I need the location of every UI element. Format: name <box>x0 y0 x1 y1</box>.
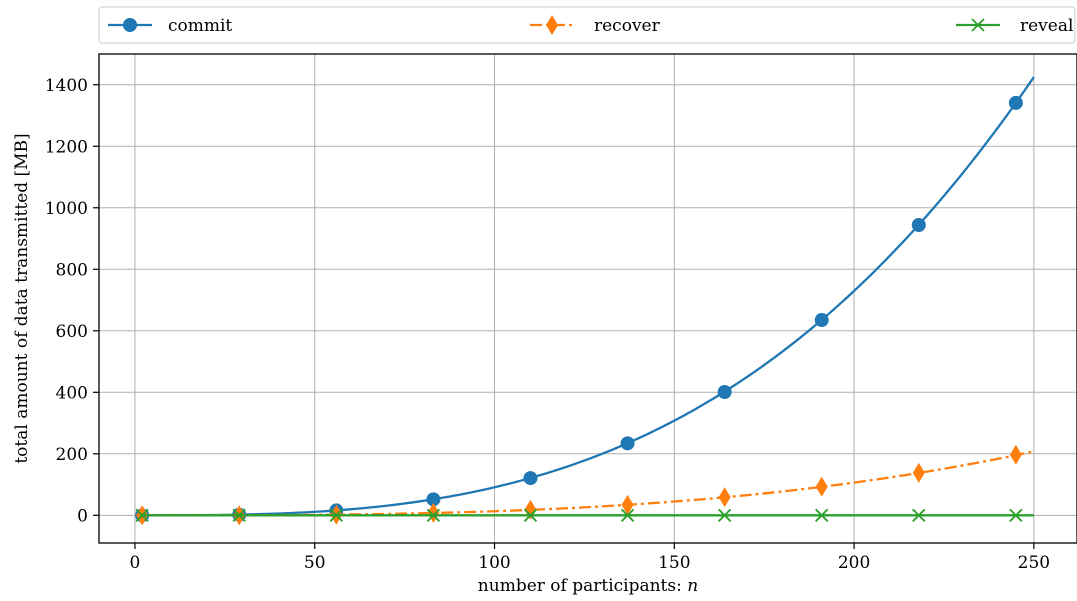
axis-ticks: 0 50 100 150 200 250 0 200 400 600 800 1000 1200 1400 <box>45 76 1050 573</box>
data-point-reveal <box>232 508 246 522</box>
data-point-reveal <box>815 508 829 522</box>
series-commit <box>135 76 1035 523</box>
legend-item-reveal: reveal <box>956 16 1073 36</box>
x-tick-label: 0 <box>130 553 141 573</box>
grid <box>99 54 1077 543</box>
legend-label-reveal: reveal <box>1020 16 1073 36</box>
data-point-commit <box>717 384 732 399</box>
data-point-reveal <box>717 508 732 522</box>
x-tick-label: 250 <box>1018 553 1050 573</box>
legend-box <box>98 6 1076 44</box>
data-point-reveal <box>426 508 441 522</box>
data-point-recover <box>524 499 537 520</box>
legend-label-commit: commit <box>168 16 232 36</box>
series-layer <box>135 76 1035 526</box>
data-point-reveal <box>135 508 149 522</box>
legend-marker-reveal <box>971 18 985 32</box>
y-tick-label: 600 <box>56 322 88 342</box>
y-tick-label: 1200 <box>45 137 88 157</box>
x-tick-label: 200 <box>838 553 870 573</box>
legend-item-recover: recover <box>530 15 661 36</box>
legend-label-recover: recover <box>594 16 661 36</box>
y-tick-label: 1400 <box>45 76 88 96</box>
data-point-commit <box>911 217 926 232</box>
x-tick-label: 150 <box>658 553 690 573</box>
series-line-recover <box>142 450 1035 517</box>
y-tick-label: 0 <box>77 506 88 526</box>
data-point-reveal <box>912 508 926 522</box>
y-axis-title: total amount of data transmitted [MB] <box>12 133 32 463</box>
series-line-commit <box>142 76 1035 517</box>
data-point-commit <box>620 436 635 451</box>
x-tick-label: 100 <box>478 553 510 573</box>
y-tick-label: 800 <box>56 260 88 280</box>
legend-item-commit: commit <box>108 16 232 36</box>
data-point-reveal <box>329 508 343 522</box>
legend-marker-recover <box>546 15 558 35</box>
data-point-commit <box>1008 95 1023 110</box>
legend: commit recover reveal <box>98 6 1076 44</box>
data-point-recover <box>1009 444 1022 465</box>
series-reveal <box>135 508 1034 522</box>
y-tick-label: 1000 <box>45 199 88 219</box>
data-point-commit <box>523 471 538 486</box>
plot-frame <box>98 53 1077 544</box>
x-axis-title: number of participants: n <box>478 576 698 596</box>
data-point-recover <box>815 476 828 497</box>
y-tick-label: 200 <box>56 445 88 465</box>
y-tick-label: 400 <box>56 383 88 403</box>
data-point-reveal <box>1009 508 1023 522</box>
data-point-commit <box>814 313 829 328</box>
x-tick-label: 50 <box>304 553 326 573</box>
data-point-recover <box>912 462 925 483</box>
data-point-reveal <box>620 508 635 522</box>
legend-marker-commit <box>123 18 137 32</box>
data-point-recover <box>718 487 731 508</box>
data-point-recover <box>621 494 634 515</box>
data-point-commit <box>426 492 441 507</box>
data-point-reveal <box>523 508 538 522</box>
